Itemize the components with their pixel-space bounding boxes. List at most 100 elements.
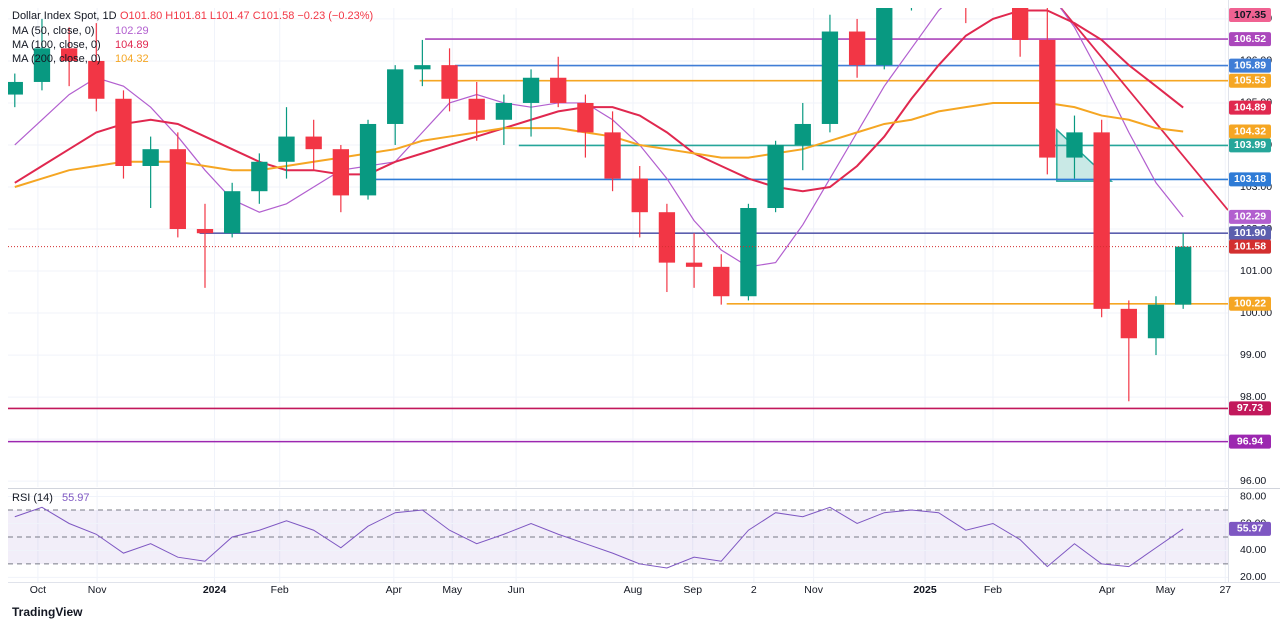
price-label: 100.22 <box>1234 298 1266 310</box>
price-label-box <box>1229 73 1271 88</box>
candle-body <box>631 178 648 213</box>
candle-body <box>251 161 268 192</box>
x-tick-label: 27 <box>1219 584 1231 596</box>
x-tick-label: Nov <box>88 584 107 596</box>
price-label-box <box>1229 124 1271 139</box>
candle-body <box>359 123 377 196</box>
candle-body <box>60 48 78 61</box>
legend-name: MA (100, close, 0) <box>12 39 101 51</box>
price-label: 101.90 <box>1234 227 1266 239</box>
price-label: 97.73 <box>1237 402 1263 414</box>
candle-body <box>1066 132 1083 158</box>
rsi-label: 55.97 <box>1237 523 1263 535</box>
price-label-box <box>1229 58 1271 73</box>
price-label-box <box>1229 239 1271 254</box>
candle-body <box>550 77 567 103</box>
candle-body <box>713 266 730 297</box>
x-tick-label: Jun <box>508 584 525 596</box>
candle-body <box>1093 132 1110 309</box>
candle-body <box>88 60 105 99</box>
candle-body <box>441 65 458 99</box>
price-label-box <box>1229 226 1271 241</box>
price-label: 105.89 <box>1234 59 1266 71</box>
trend-line <box>1060 8 1228 211</box>
candle-body <box>522 77 540 103</box>
legend-value: 102.29 <box>115 25 149 37</box>
candle-body <box>1039 39 1056 158</box>
x-tick-label: Apr <box>1099 584 1116 596</box>
x-tick-label: Apr <box>386 584 403 596</box>
price-label-box <box>1229 401 1271 416</box>
y-tick-label: 101.00 <box>1240 265 1272 277</box>
price-label-box <box>1229 172 1271 187</box>
rsi-tick-label: 40.00 <box>1240 544 1266 556</box>
x-tick-label: 2 <box>751 584 757 596</box>
legend-value: 104.32 <box>115 53 149 65</box>
candle-body <box>278 136 295 162</box>
candle-body <box>387 69 404 124</box>
price-label: 104.89 <box>1234 101 1266 113</box>
moving-average <box>14 8 1184 268</box>
y-tick-label: 98.00 <box>1240 391 1266 403</box>
x-tick-label: Sep <box>683 584 702 596</box>
price-label: 104.32 <box>1234 125 1266 137</box>
rsi-tick-label: 20.00 <box>1240 571 1266 583</box>
candle-body <box>685 262 703 267</box>
x-tick-label: Aug <box>624 584 643 596</box>
candle-body <box>332 149 350 196</box>
candle-body <box>604 132 621 179</box>
candle-body <box>305 136 322 150</box>
price-label-box <box>1229 138 1271 153</box>
rsi-label-box <box>1229 521 1271 536</box>
candle-body <box>1011 8 1029 40</box>
price-label: 107.35 <box>1234 9 1266 21</box>
price-label-box <box>1229 209 1271 224</box>
price-label: 103.99 <box>1234 139 1266 151</box>
candle-body <box>658 212 676 263</box>
candle-body <box>821 31 839 124</box>
price-label: 102.29 <box>1234 211 1266 223</box>
y-tick-label: 96.00 <box>1240 475 1266 487</box>
candle-body <box>1120 308 1137 339</box>
rsi-pane <box>8 490 1228 582</box>
legend-name: MA (50, close, 0) <box>12 25 95 37</box>
candle-body <box>33 48 51 82</box>
candle-body <box>224 191 241 234</box>
price-label: 103.18 <box>1234 173 1266 185</box>
price-label-box <box>1229 296 1271 311</box>
x-tick-label: Feb <box>271 584 289 596</box>
price-label-box <box>1229 100 1271 115</box>
x-tick-label: May <box>442 584 463 596</box>
candle-body <box>169 149 186 230</box>
rsi-legend-name: RSI (14) <box>12 492 53 504</box>
y-tick-label: 99.00 <box>1240 349 1266 361</box>
candle-body <box>740 208 757 297</box>
price-label: 96.94 <box>1237 435 1263 447</box>
candle-body <box>495 102 513 120</box>
rsi-legend-value: 55.97 <box>62 492 90 504</box>
rsi-tick-label: 80.00 <box>1240 490 1266 502</box>
legend-name: MA (200, close, 0) <box>12 53 101 65</box>
price-label: 101.58 <box>1234 240 1266 252</box>
x-tick-label: Oct <box>30 584 46 596</box>
x-tick-label: Feb <box>984 584 1002 596</box>
x-tick-label: Nov <box>804 584 823 596</box>
candle-body <box>142 149 159 166</box>
x-tick-label: 2025 <box>913 584 937 596</box>
price-pane <box>8 8 1228 487</box>
candle-body <box>8 81 23 95</box>
moving-average <box>14 9 1184 193</box>
moving-average <box>14 101 1184 188</box>
candle-body <box>115 98 132 166</box>
candle-body <box>414 65 431 70</box>
candle-body <box>794 123 811 145</box>
price-label: 106.52 <box>1234 33 1266 45</box>
overlay: 96.0097.0098.0099.00100.00101.00102.0010… <box>12 8 1272 596</box>
candle-body <box>577 102 594 133</box>
candle-body <box>1175 246 1192 305</box>
candle-body <box>767 144 784 209</box>
candle-body <box>196 229 214 234</box>
price-label-box <box>1229 32 1271 47</box>
header-symbol: Dollar Index Spot, 1D <box>12 10 117 22</box>
